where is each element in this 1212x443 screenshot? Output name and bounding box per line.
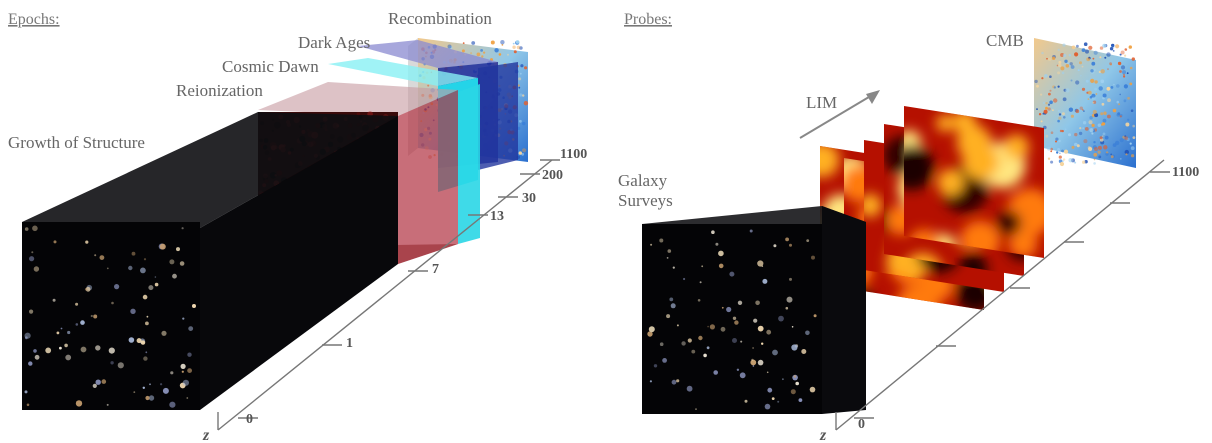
lim-arrow: [799, 90, 880, 139]
left-tick-0: 0: [246, 412, 253, 427]
left-tick-30: 30: [522, 191, 536, 206]
right-tick-0: 0: [858, 417, 865, 432]
cmb-map: [1034, 38, 1136, 168]
galaxy-surveys-label-line1: Galaxy: [618, 171, 668, 190]
recombination-label: Recombination: [388, 9, 492, 28]
dark-ages-label: Dark Ages: [298, 33, 370, 52]
lim-intensity-maps: [820, 106, 1044, 310]
probes-heading: Probes:: [624, 11, 672, 28]
right-axis-label: z: [819, 427, 827, 443]
left-tick-1: 1: [346, 336, 353, 351]
lim-label: LIM: [806, 93, 837, 112]
cosmic-dawn-label: Cosmic Dawn: [222, 57, 319, 76]
left-tick-1100: 1100: [560, 147, 587, 162]
epochs-panel: Epochs:: [8, 9, 587, 443]
galaxy-survey-box: [642, 206, 866, 414]
left-tick-7: 7: [432, 262, 439, 277]
growth-label: Growth of Structure: [8, 133, 145, 152]
left-axis-label: z: [202, 427, 210, 443]
cmb-label: CMB: [986, 31, 1024, 50]
left-tick-13: 13: [490, 209, 504, 224]
left-tick-200: 200: [542, 168, 563, 183]
right-tick-1100: 1100: [1172, 165, 1199, 180]
probes-panel: Probes: CMB LIM Galaxy Surveys: [618, 11, 1199, 443]
epochs-heading: Epochs:: [8, 11, 60, 28]
galaxy-surveys-label-line2: Surveys: [618, 191, 673, 210]
reionization-label: Reionization: [176, 81, 263, 100]
growth-of-structure-box: [22, 112, 398, 410]
right-redshift-axis: z 0 1100: [819, 159, 1199, 443]
left-redshift-axis: z 0 1 7 13 30 200 1100: [202, 147, 587, 443]
